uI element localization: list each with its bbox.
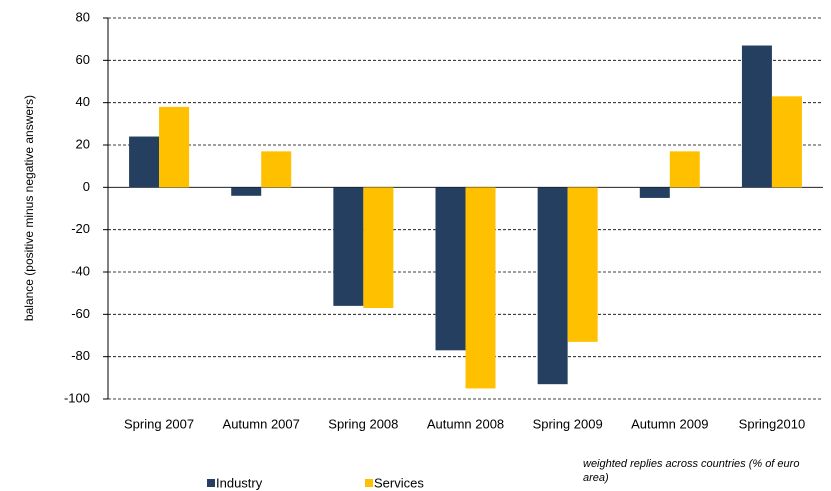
legend-swatch	[207, 479, 215, 487]
bar	[363, 187, 394, 308]
y-tick-label: 80	[76, 9, 90, 24]
y-tick-label: -20	[71, 221, 90, 236]
y-tick-label: -100	[64, 390, 90, 405]
y-tick-label: 20	[76, 136, 90, 151]
bar	[159, 106, 190, 188]
bar	[435, 187, 466, 351]
bar	[129, 136, 160, 188]
x-tick-label: Autumn 2007	[223, 416, 300, 431]
x-tick-label: Spring 2008	[328, 416, 398, 431]
y-tick-label: 60	[76, 52, 90, 67]
x-tick-label: Spring 2007	[124, 416, 194, 431]
y-tick-label: -40	[71, 263, 90, 278]
bar	[465, 187, 496, 389]
legend-swatch	[365, 479, 373, 487]
x-tick-label: Autumn 2009	[631, 416, 708, 431]
y-tick-label: 40	[76, 94, 90, 109]
bar	[231, 187, 262, 196]
y-tick-label: 0	[83, 179, 90, 194]
bar	[537, 187, 568, 385]
y-tick-label: -60	[71, 306, 90, 321]
y-tick-label: -80	[71, 348, 90, 363]
legend-label: Services	[374, 475, 424, 490]
bar	[771, 96, 802, 188]
note: weighted replies across countries (% of …	[583, 458, 800, 484]
x-tick-label: Spring 2009	[533, 416, 603, 431]
x-tick-label: Spring2010	[739, 416, 806, 431]
bar	[333, 187, 364, 306]
bar	[261, 151, 292, 188]
legend-label: Industry	[216, 475, 263, 490]
bar	[639, 187, 670, 198]
y-axis-label: balance (positive minus negative answers…	[22, 95, 36, 321]
x-tick-label: Autumn 2008	[427, 416, 504, 431]
bar	[741, 45, 772, 188]
bar	[669, 151, 700, 188]
bar	[567, 187, 598, 342]
